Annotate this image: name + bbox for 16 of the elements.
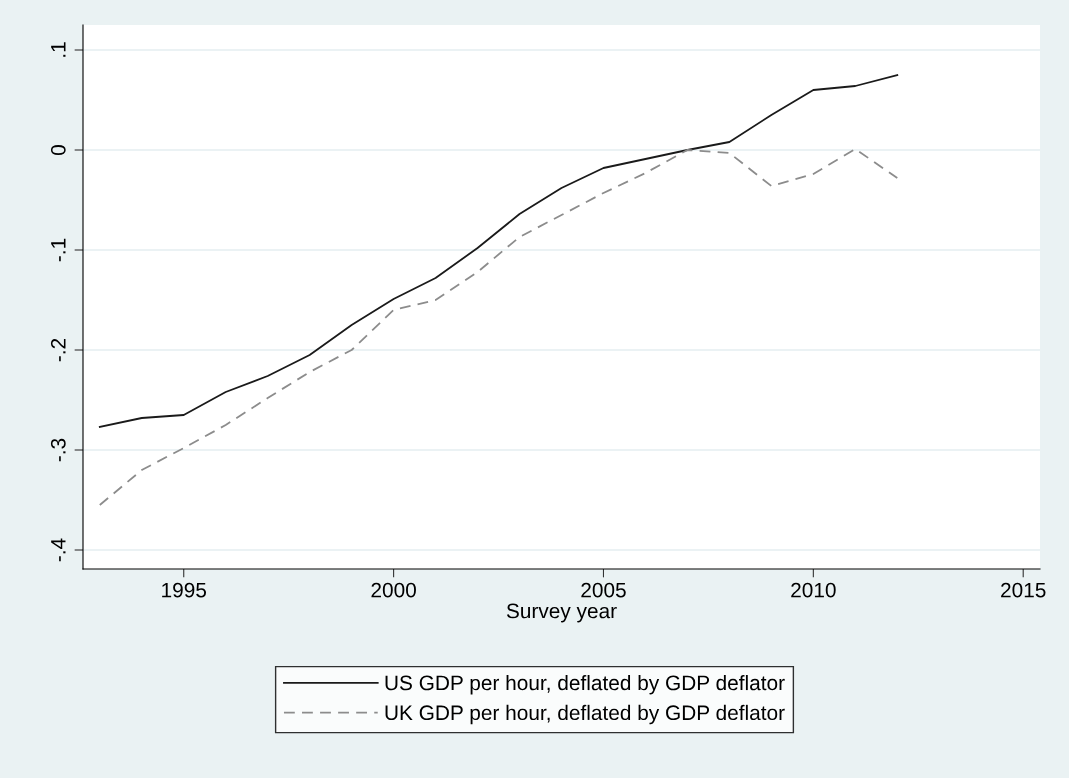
- x-tick-label: 2005: [581, 582, 626, 598]
- y-tick-label: -.1: [51, 238, 66, 262]
- line-series: [98, 74, 899, 428]
- y-tick-label: -.2: [50, 338, 66, 362]
- x-tick-label: 2000: [371, 582, 416, 598]
- y-tick-label: -.3: [50, 438, 66, 462]
- line-series: [98, 148, 899, 506]
- x-axis-title: Survey year: [506, 603, 617, 623]
- y-tick-label: -.4: [51, 538, 66, 562]
- x-tick-label: 2010: [791, 582, 836, 598]
- legend-label: US GDP per hour, deflated by GDP deflator: [385, 674, 785, 695]
- legend-label: UK GDP per hour, deflated by GDP deflator: [385, 704, 785, 725]
- y-tick-label: 0: [50, 145, 66, 155]
- y-tick-label: .1: [51, 42, 66, 57]
- x-tick-label: 1995: [162, 582, 207, 598]
- x-tick-label: 2015: [1001, 582, 1046, 598]
